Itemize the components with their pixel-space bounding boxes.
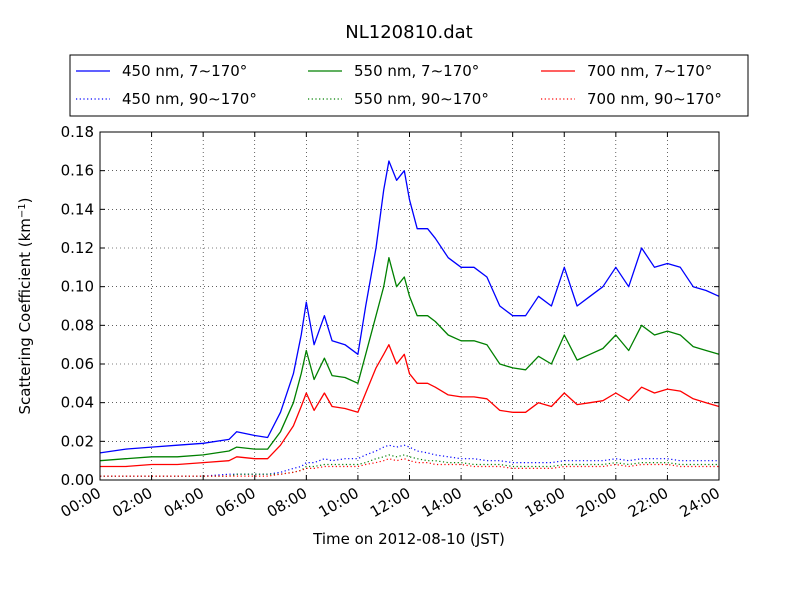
- x-tick-label: 18:00: [522, 484, 568, 521]
- plot-area: [100, 132, 719, 480]
- y-tick-label: 0.08: [61, 316, 94, 334]
- y-tick-label: 0.04: [61, 394, 94, 412]
- x-tick-label: 22:00: [625, 484, 671, 521]
- y-tick-label: 0.16: [61, 162, 94, 180]
- chart-title: NL120810.dat: [345, 22, 472, 43]
- y-tick-label: 0.00: [61, 471, 94, 489]
- x-tick-label: 12:00: [367, 484, 413, 521]
- x-tick-label: 00:00: [58, 484, 104, 521]
- series-line-0: [99, 160, 720, 454]
- y-tick-label: 0.18: [61, 123, 94, 141]
- y-axis-label-main: Scattering Coefficient (km: [16, 218, 34, 414]
- series-layer: [99, 160, 720, 477]
- legend: 450 nm, 7∼170° 450 nm, 90∼170° 550 nm, 7∼1…: [76, 62, 722, 108]
- series-line-2: [99, 257, 720, 462]
- x-tick-label: 10:00: [315, 484, 361, 521]
- legend-label: 550 nm, 90∼170°: [354, 90, 489, 108]
- x-tick-label: 16:00: [470, 484, 516, 521]
- y-axis-label-end: ): [16, 197, 34, 203]
- y-tick-label: 0.14: [61, 200, 94, 218]
- x-tick-label: 24:00: [677, 484, 723, 521]
- legend-label: 550 nm, 7∼170°: [354, 62, 479, 80]
- legend-label: 450 nm, 90∼170°: [122, 90, 257, 108]
- series-line-3: [100, 454, 719, 477]
- series-line-4: [100, 344, 720, 468]
- x-tick-label: 14:00: [419, 484, 465, 521]
- y-tick-label: 0.10: [61, 278, 94, 296]
- x-axis-label: Time on 2012-08-10 (JST): [312, 530, 505, 548]
- legend-label: 700 nm, 7∼170°: [587, 62, 712, 80]
- y-tick-label: 0.06: [61, 355, 94, 373]
- y-axis-label: Scattering Coefficient (km−1): [16, 197, 34, 414]
- legend-box: [69, 54, 749, 117]
- legend-label: 700 nm, 90∼170°: [587, 90, 722, 108]
- y-tick-label: 0.12: [61, 239, 94, 257]
- y-tick-label: 0.02: [61, 432, 94, 450]
- legend-label: 450 nm, 7∼170°: [122, 62, 247, 80]
- x-tick-label: 08:00: [264, 484, 310, 521]
- x-tick-label: 20:00: [573, 484, 619, 521]
- x-tick-label: 06:00: [212, 484, 258, 521]
- y-axis-label-sup: −1: [17, 203, 28, 218]
- x-tick-label: 04:00: [161, 484, 207, 521]
- x-tick-label: 02:00: [109, 484, 155, 521]
